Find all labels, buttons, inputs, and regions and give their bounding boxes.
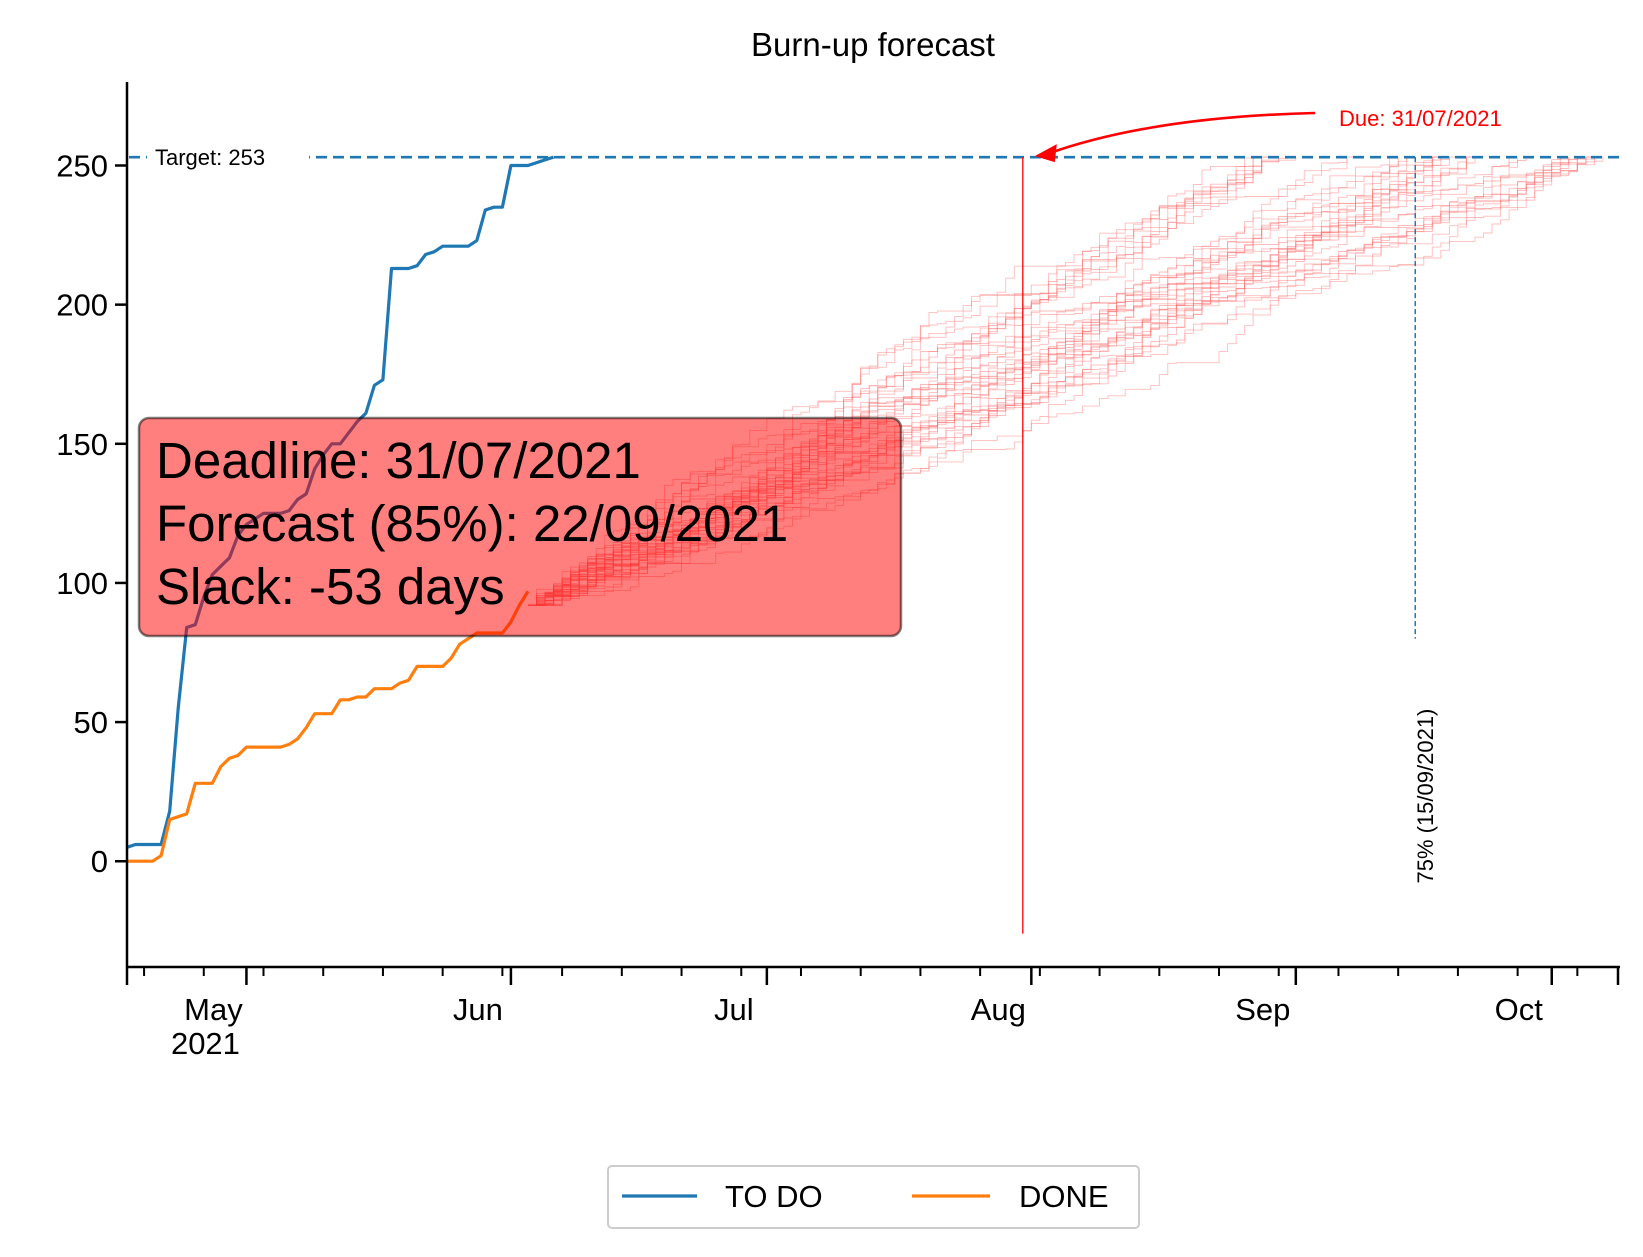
series-line-done (127, 590, 530, 863)
target-label-background (147, 143, 309, 170)
x-tick-label-jun: Jun (453, 992, 503, 1027)
x-tick-sublabel-year: 2021 (171, 1026, 240, 1061)
due-annotation-arrowhead (1034, 144, 1057, 163)
due-annotation-label: Due: 31/07/2021 (1339, 106, 1502, 131)
info-box-forecast: Forecast (85%): 22/09/2021 (156, 495, 788, 552)
x-tick-label-aug: Aug (971, 992, 1026, 1027)
info-box-slack: Slack: -53 days (156, 558, 505, 615)
legend-label-done: DONE (1019, 1179, 1109, 1214)
legend-frame (607, 1165, 1140, 1229)
forecast-info-box (137, 416, 903, 638)
y-tick-label-200: 200 (56, 288, 108, 323)
target-label: Target: 253 (155, 145, 265, 170)
x-tick-label-oct: Oct (1495, 992, 1544, 1027)
percentile-marker-label: 75% (15/09/2021) (1413, 709, 1438, 884)
y-tick-label-150: 150 (56, 427, 108, 462)
legend-label-todo: TO DO (725, 1179, 823, 1214)
x-tick-label-may: May (184, 992, 243, 1027)
y-tick-label-100: 100 (56, 566, 108, 601)
info-box-deadline: Deadline: 31/07/2021 (156, 432, 641, 489)
y-tick-label-250: 250 (56, 148, 108, 183)
y-tick-label-0: 0 (91, 844, 108, 879)
x-tick-label-sep: Sep (1235, 992, 1290, 1027)
legend: TO DO DONE (607, 1165, 1140, 1229)
x-tick-label-jul: Jul (714, 992, 754, 1027)
y-tick-label-50: 50 (74, 705, 108, 740)
chart-title: Burn-up forecast (751, 26, 995, 63)
due-annotation-arrow (1046, 111, 1316, 156)
